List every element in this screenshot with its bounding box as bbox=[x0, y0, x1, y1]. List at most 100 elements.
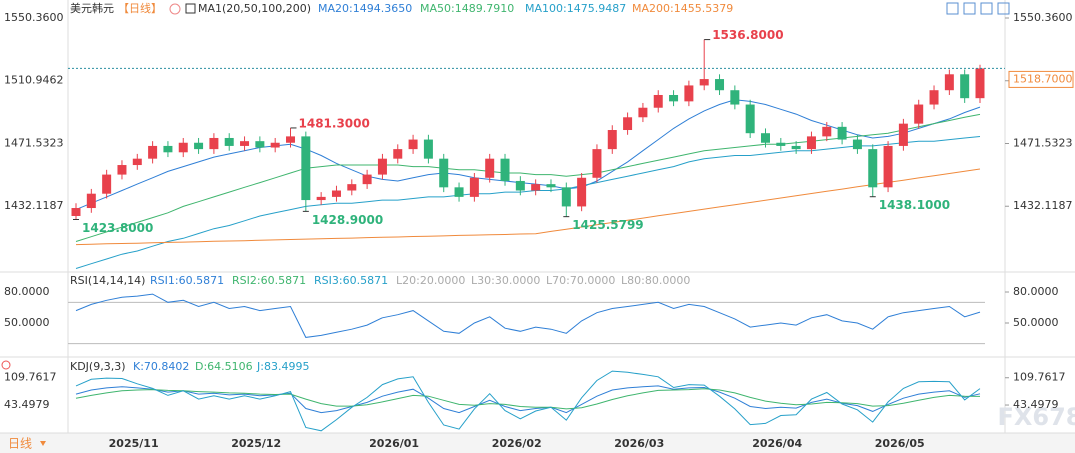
candle-body bbox=[561, 187, 571, 207]
candle-body bbox=[132, 158, 142, 166]
candle-body bbox=[944, 74, 954, 91]
candle-body bbox=[730, 90, 740, 105]
candle-body bbox=[760, 133, 770, 143]
candle-body bbox=[500, 158, 510, 181]
y-tick-label: 80.0000 bbox=[1013, 285, 1059, 298]
y-tick-label: 43.4979 bbox=[1013, 398, 1059, 411]
candle-body bbox=[960, 74, 970, 99]
low-label: 1423.8000 bbox=[82, 221, 153, 235]
checkbox-icon[interactable] bbox=[185, 3, 196, 14]
candle-body bbox=[592, 149, 602, 178]
indicator-icon[interactable] bbox=[1, 360, 11, 370]
candle-body bbox=[393, 149, 403, 159]
x-tick-label: 2026/05 bbox=[875, 437, 925, 450]
ma-line bbox=[75, 113, 981, 242]
x-tick-label: 2026/04 bbox=[752, 437, 802, 450]
candle-body bbox=[286, 136, 296, 143]
candle-body bbox=[377, 158, 387, 175]
last-price-box bbox=[1008, 70, 1074, 88]
candle-body bbox=[209, 137, 219, 150]
low-label: 1425.5799 bbox=[572, 218, 643, 232]
candle-body bbox=[347, 184, 357, 191]
candle-body bbox=[806, 136, 816, 150]
low-label: 1428.9000 bbox=[312, 213, 383, 227]
legend-entry: J:83.4995 bbox=[256, 360, 309, 373]
candle-body bbox=[469, 177, 479, 197]
candle-body bbox=[715, 79, 725, 91]
y-tick-label: 1432.1187 bbox=[1013, 199, 1073, 212]
candle-body bbox=[301, 136, 311, 201]
indicator-line bbox=[75, 370, 981, 432]
legend-entry: K:70.8402 bbox=[133, 360, 189, 373]
ma-line bbox=[75, 99, 981, 211]
candle-body bbox=[117, 165, 127, 175]
candle-body bbox=[148, 145, 158, 159]
period-button[interactable]: 日线 bbox=[8, 437, 32, 451]
candle-body bbox=[699, 79, 709, 86]
candle-body bbox=[883, 145, 893, 188]
legend-entry: RSI2:60.5871 bbox=[232, 274, 306, 287]
candle-body bbox=[408, 139, 418, 150]
legend-entry: MA200:1455.5379 bbox=[632, 2, 733, 15]
candle-body bbox=[515, 180, 525, 191]
y-tick-label: 109.7617 bbox=[1013, 371, 1066, 384]
candle-body bbox=[638, 107, 648, 118]
candle-body bbox=[423, 139, 433, 159]
y-tick-label: 1471.5323 bbox=[1013, 136, 1073, 149]
toolbar-icons[interactable] bbox=[946, 2, 1010, 15]
y-tick-label: 109.7617 bbox=[4, 371, 57, 384]
candle-body bbox=[837, 126, 847, 140]
dropdown-arrow[interactable] bbox=[40, 441, 46, 446]
legend-entry: MA100:1475.9487 bbox=[525, 2, 626, 15]
settings-icon[interactable] bbox=[169, 3, 181, 15]
x-tick-label: 2025/12 bbox=[231, 437, 281, 450]
indicator-line bbox=[75, 388, 981, 410]
candle-body bbox=[454, 187, 464, 197]
legend-entry: D:64.5106 bbox=[195, 360, 253, 373]
y-tick-label: 80.0000 bbox=[4, 285, 50, 298]
candle-body bbox=[791, 145, 801, 150]
ma-line bbox=[75, 136, 981, 269]
watermark: FX678 bbox=[998, 403, 1075, 431]
low-label: 1438.1000 bbox=[879, 198, 950, 212]
legend-entry: MA20:1494.3650 bbox=[318, 2, 412, 15]
x-tick-label: 2026/02 bbox=[492, 437, 542, 450]
x-tick-label: 2026/01 bbox=[369, 437, 419, 450]
candle-body bbox=[653, 94, 663, 108]
indicator-label: MA1(20,50,100,200) bbox=[198, 2, 311, 15]
icon[interactable] bbox=[946, 2, 959, 15]
candle-body bbox=[163, 145, 173, 153]
level-legend: L70:70.0000 bbox=[546, 274, 615, 287]
candle-body bbox=[194, 142, 204, 150]
candle-body bbox=[914, 104, 924, 124]
ma-line bbox=[75, 168, 981, 246]
y-tick-label: 43.4979 bbox=[4, 398, 50, 411]
indicator-title: RSI(14,14,14) bbox=[70, 274, 145, 287]
candle-body bbox=[362, 174, 372, 185]
candle-body bbox=[868, 149, 878, 188]
icon[interactable] bbox=[963, 2, 976, 15]
candle-body bbox=[102, 174, 112, 194]
candle-body bbox=[86, 193, 96, 209]
candle-body bbox=[929, 90, 939, 105]
level-legend: L80:80.0000 bbox=[621, 274, 690, 287]
candle-body bbox=[745, 104, 755, 134]
legend-entry: RSI1:60.5871 bbox=[150, 274, 224, 287]
y-tick-label: 1471.5323 bbox=[4, 136, 64, 149]
x-tick-label: 2025/11 bbox=[109, 437, 159, 450]
candle-body bbox=[331, 190, 341, 197]
chart-title: 美元韩元 bbox=[70, 1, 114, 15]
level-legend: L20:20.0000 bbox=[396, 274, 465, 287]
candle-body bbox=[623, 117, 633, 131]
icon[interactable] bbox=[980, 2, 993, 15]
y-tick-label: 1510.9462 bbox=[4, 74, 64, 87]
y-tick-label: 50.0000 bbox=[1013, 316, 1059, 329]
candle-body bbox=[270, 142, 280, 148]
candle-body bbox=[577, 177, 587, 207]
candle-body bbox=[898, 123, 908, 146]
period-label: 【日线】 bbox=[118, 1, 162, 15]
y-tick-label: 50.0000 bbox=[4, 316, 50, 329]
indicator-title: KDJ(9,3,3) bbox=[70, 360, 126, 373]
icon[interactable] bbox=[997, 2, 1010, 15]
